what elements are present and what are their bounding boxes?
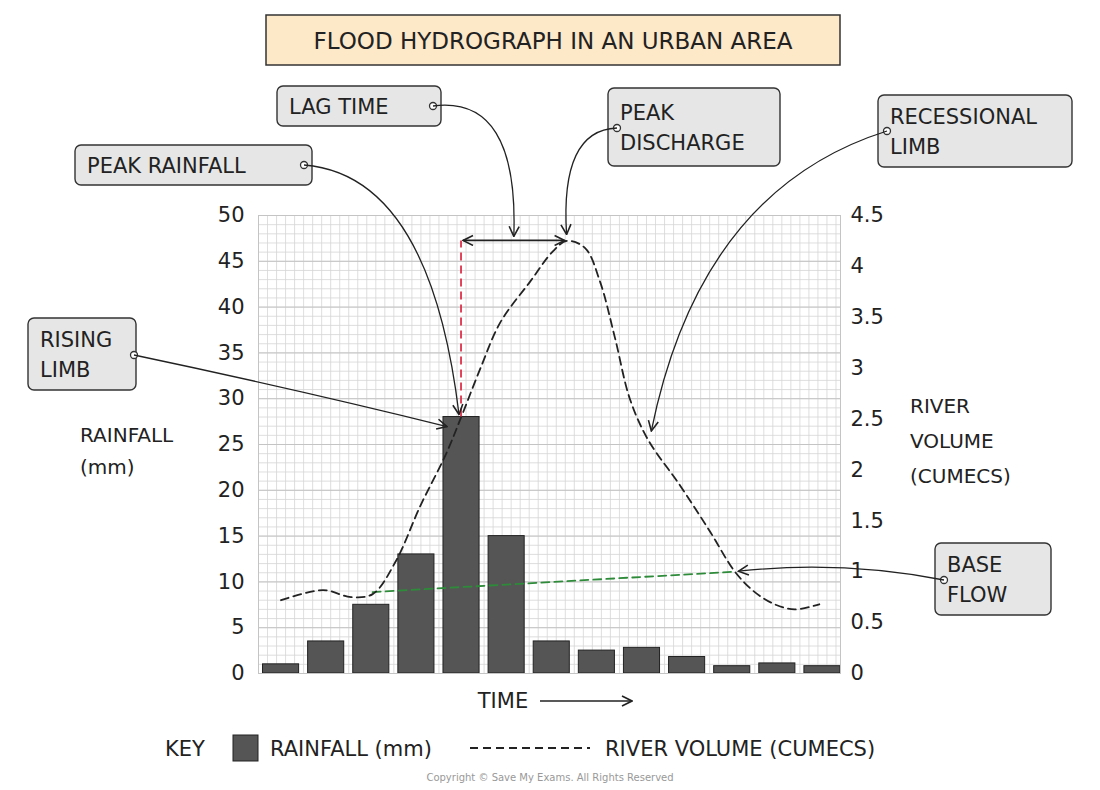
svg-text:LAG TIME: LAG TIME <box>289 95 389 119</box>
svg-text:RIVER VOLUME (CUMECS): RIVER VOLUME (CUMECS) <box>605 737 875 761</box>
svg-text:PEAKDISCHARGE: PEAKDISCHARGE <box>620 101 745 155</box>
svg-text:3.5: 3.5 <box>851 305 884 329</box>
svg-text:RIVERVOLUME(CUMECS): RIVERVOLUME(CUMECS) <box>910 394 1011 488</box>
svg-text:2: 2 <box>851 458 864 482</box>
svg-text:1.5: 1.5 <box>851 509 884 533</box>
svg-text:30: 30 <box>218 386 245 410</box>
svg-text:20: 20 <box>218 478 245 502</box>
svg-text:4: 4 <box>851 254 864 278</box>
svg-text:40: 40 <box>218 295 245 319</box>
svg-text:RECESSIONALLIMB: RECESSIONALLIMB <box>890 105 1037 159</box>
svg-text:RAINFALL (mm): RAINFALL (mm) <box>270 737 432 761</box>
svg-text:PEAK RAINFALL: PEAK RAINFALL <box>87 154 246 178</box>
svg-text:10: 10 <box>218 570 245 594</box>
svg-text:4.5: 4.5 <box>851 203 884 227</box>
svg-text:2.5: 2.5 <box>851 407 884 431</box>
svg-text:3: 3 <box>851 356 864 380</box>
svg-text:1: 1 <box>851 559 864 583</box>
svg-text:5: 5 <box>231 615 244 639</box>
svg-text:15: 15 <box>218 524 245 548</box>
svg-text:RAINFALL(mm): RAINFALL(mm) <box>80 423 174 479</box>
svg-text:FLOOD HYDROGRAPH IN AN URBAN A: FLOOD HYDROGRAPH IN AN URBAN AREA <box>313 28 792 54</box>
svg-text:RISINGLIMB: RISINGLIMB <box>40 328 112 382</box>
svg-text:BASEFLOW: BASEFLOW <box>947 553 1008 607</box>
svg-text:0.5: 0.5 <box>851 610 884 634</box>
svg-text:0: 0 <box>851 661 864 685</box>
svg-text:0: 0 <box>231 661 244 685</box>
svg-text:35: 35 <box>218 341 245 365</box>
svg-text:Copyright © Save My Exams. All: Copyright © Save My Exams. All Rights Re… <box>426 772 673 783</box>
svg-text:50: 50 <box>218 203 245 227</box>
svg-text:TIME: TIME <box>477 689 528 713</box>
svg-text:45: 45 <box>218 249 245 273</box>
svg-text:25: 25 <box>218 432 245 456</box>
svg-text:KEY: KEY <box>165 737 205 761</box>
